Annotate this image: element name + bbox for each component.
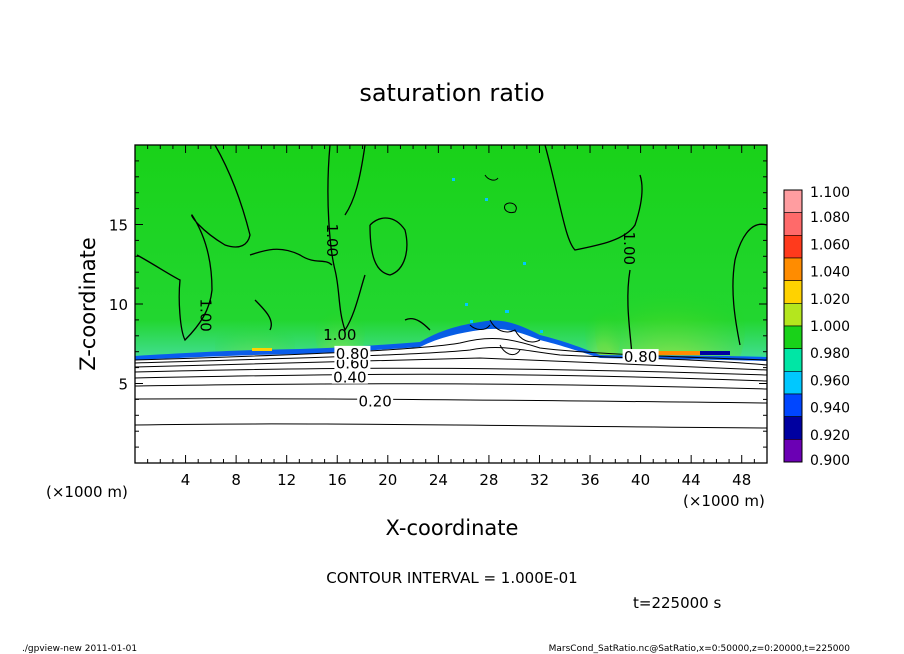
x-tick-label: 16	[328, 471, 347, 489]
supersaturation-region	[585, 290, 621, 370]
contour-label: 1.00	[620, 232, 638, 265]
noise-dots	[452, 178, 543, 333]
hotspot-bar	[252, 348, 272, 351]
colorbar-swatch	[783, 280, 803, 304]
x-unit-label-left: (×1000 m)	[46, 483, 128, 501]
contour-lines-upper	[136, 145, 767, 356]
contour-label: 0.20	[358, 393, 391, 411]
colorbar-swatch	[783, 303, 803, 327]
chart-title: saturation ratio	[359, 79, 544, 107]
footer-left: ./gpview-new 2011-01-01	[22, 644, 137, 654]
contour-label: 0.40	[333, 369, 366, 387]
x-tick-label: 24	[429, 471, 448, 489]
colorbar-swatch	[783, 371, 803, 395]
colorbar-label: 1.100	[810, 185, 850, 201]
x-tick-label: 48	[732, 471, 751, 489]
colorbar-swatch	[783, 393, 803, 417]
contour-label-bg	[331, 369, 368, 384]
colorbar-swatch	[783, 416, 803, 440]
y-axis-title: Z-coordinate	[76, 237, 100, 371]
y-axis-ticks: 5 10 15	[109, 160, 767, 448]
colorbar-swatch	[783, 439, 803, 463]
x-axis-title: X-coordinate	[386, 516, 519, 540]
time-label: t=225000 s	[633, 594, 721, 612]
x-tick-label: 32	[530, 471, 549, 489]
contour-label: 1.00	[323, 224, 341, 257]
colorbar-label: 1.060	[810, 237, 850, 253]
colorbar-label: 1.040	[810, 265, 850, 281]
noise-cells	[469, 174, 541, 356]
colorbar: 1.100 1.080 1.060 1.040 1.020 1.000 0.980 0.960…	[783, 185, 850, 469]
y-tick-label: 10	[109, 296, 128, 314]
contour-interval-text: CONTOUR INTERVAL = 1.000E-01	[326, 569, 577, 587]
colorbar-frame	[783, 189, 803, 463]
contour-label: 1.00	[197, 298, 215, 331]
x-tick-label: 12	[277, 471, 296, 489]
contour-label: 1.00	[323, 326, 356, 344]
y-tick-label: 5	[118, 376, 128, 394]
colorbar-label: 0.900	[810, 453, 850, 469]
colorbar-swatch	[783, 212, 803, 236]
contour-label-bg	[622, 349, 659, 364]
colorbar-label: 0.920	[810, 428, 850, 444]
contour-label-bg	[357, 393, 394, 408]
footer-right: MarsCond_SatRatio.nc@SatRatio,x=0:50000,…	[549, 644, 851, 654]
contour-label: 0.80	[336, 345, 369, 363]
colorbar-swatch	[783, 325, 803, 349]
x-tick-label: 44	[682, 471, 701, 489]
y-tick-label: 15	[109, 217, 128, 235]
contour-labels: 0.200.400.600.80 0.801.001.001.001.00	[197, 224, 659, 411]
x-tick-label: 28	[479, 471, 498, 489]
colorbar-label: 0.960	[810, 373, 850, 389]
x-tick-label: 40	[631, 471, 650, 489]
colorbar-swatch	[783, 257, 803, 281]
colorbar-label: 1.080	[810, 210, 850, 226]
colorbar-label: 0.940	[810, 401, 850, 417]
hotspot-bar	[640, 351, 725, 355]
x-tick-label: 20	[378, 471, 397, 489]
x-tick-label: 8	[231, 471, 241, 489]
contour-label: 0.80	[624, 348, 657, 366]
x-unit-label-right: (×1000 m)	[683, 492, 765, 510]
hotspot-bar	[700, 351, 730, 355]
colorbar-label: 1.020	[810, 292, 850, 308]
x-tick-label: 4	[181, 471, 191, 489]
colorbar-label: 1.000	[810, 319, 850, 335]
plot-area: 0.200.400.600.80 0.801.001.001.001.00	[134, 144, 768, 464]
contour-label-bg	[334, 345, 371, 360]
colorbar-label: 0.980	[810, 346, 850, 362]
x-tick-label: 36	[580, 471, 599, 489]
colorbar-swatch	[783, 348, 803, 372]
x-axis-ticks: 4 8 12 16 20 24 28 32 36 40 44 48	[147, 145, 755, 489]
colorbar-swatch	[783, 189, 803, 213]
colorbar-swatch	[783, 235, 803, 259]
